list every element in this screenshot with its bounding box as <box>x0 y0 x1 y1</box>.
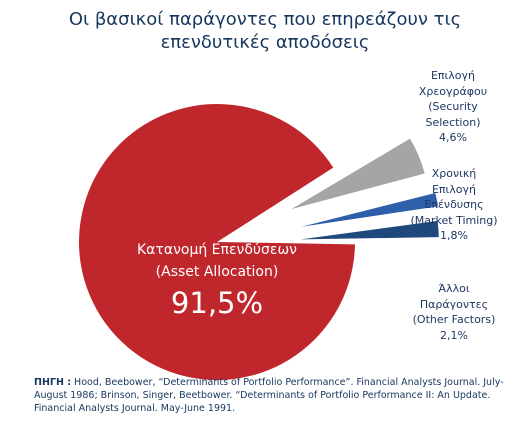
timing-label-line-1: Χρονική <box>431 167 477 180</box>
timing-label-value: 1,8% <box>440 229 468 242</box>
other-label-line-3: (Other Factors) <box>412 313 496 326</box>
source-note: ΠΗΓΗ : Hood, Beebower, “Determinants of … <box>34 376 524 415</box>
pie-slice-other-factors <box>300 220 439 240</box>
other-label-line-2: Παράγοντες <box>419 297 489 311</box>
pie-slice-asset-allocation <box>79 103 355 380</box>
security-label-line-1: Επιλογή <box>430 69 476 82</box>
asset-allocation-value: 91,5% <box>170 286 264 320</box>
asset-allocation-label-en: (Asset Allocation) <box>155 264 279 280</box>
timing-label-line-4: (Market Timing) <box>410 213 498 227</box>
other-label-value: 2,1% <box>440 328 468 342</box>
pie-slice-market-timing <box>301 193 438 227</box>
pie-slice-security-selection <box>291 138 425 210</box>
security-label-line-2: Χρεογράφου <box>418 84 488 98</box>
source-text: Hood, Beebower, “Determinants of Portfol… <box>34 377 504 414</box>
chart-title-line-2: επενδυτικές αποδόσεις <box>160 32 370 53</box>
security-label-line-3: (Security <box>428 100 478 113</box>
timing-label-line-3: Επένδυσης <box>424 198 484 211</box>
security-label-line-4: Selection) <box>425 115 481 129</box>
other-label-line-1: Άλλοι <box>438 282 470 295</box>
chart-title-line-1: Οι βασικοί παράγοντες που επηρεάζουν τις <box>68 9 462 30</box>
security-selection-label: Επιλογή Χρεογράφου (Security Selection) … <box>405 68 501 146</box>
other-factors-label: Άλλοι Παράγοντες (Other Factors) 2,1% <box>398 281 510 343</box>
timing-label-line-2: Επιλογή <box>431 182 477 196</box>
security-label-value: 4,6% <box>439 131 467 144</box>
asset-allocation-label: Κατανομή Επενδύσεων <box>137 242 297 258</box>
source-label: ΠΗΓΗ : <box>34 377 72 388</box>
chart-title: Οι βασικοί παράγοντες που επηρεάζουν τις… <box>40 8 490 54</box>
market-timing-label: Χρονική Επιλογή Επένδυσης (Market Timing… <box>398 166 510 244</box>
